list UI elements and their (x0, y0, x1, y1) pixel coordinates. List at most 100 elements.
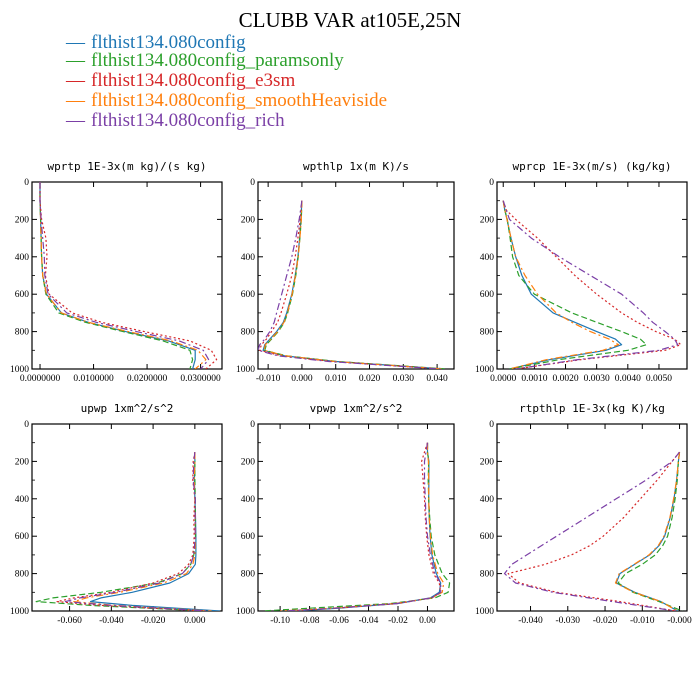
x-tick-label: -0.010 (630, 616, 655, 626)
legend-entry-1: — flthist134.080config (65, 32, 246, 53)
series-line-3 (287, 442, 442, 611)
series-group (502, 200, 682, 369)
series-line-3 (56, 451, 206, 611)
panel-title: rtpthlp 1E-3x(kg K)/kg (519, 402, 665, 415)
panel-4: upwp 1xm^2/s^2 0 200 400 600 800 1000 -0.060 -0.… (10, 402, 223, 626)
x-tick-label: 0.0100000 (73, 374, 114, 384)
series-line-1 (262, 200, 444, 369)
y-tick-label: 0 (489, 178, 494, 188)
y-tick-label: 400 (241, 495, 256, 505)
series-line-3 (502, 200, 682, 369)
y-tick-label: 0 (24, 178, 29, 188)
y-tick-label: 200 (241, 457, 256, 467)
series-group (39, 182, 218, 369)
y-tick-label: 1000 (10, 365, 29, 375)
legend-label: flthist134.080config_smoothHeaviside (91, 90, 387, 111)
panel-title: wprtp 1E-3x(m kg)/(s kg) (48, 160, 207, 173)
y-tick-label: 0 (250, 420, 255, 430)
y-tick-label: 200 (15, 215, 30, 225)
y-tick-label: 0 (489, 420, 494, 430)
x-tick-label: 0.0050 (646, 374, 672, 384)
panel-2: wpthlp 1x(m K)/s 0 200 400 600 800 1000-0.010 0… (236, 160, 455, 384)
panel-title: wpthlp 1x(m K)/s (303, 160, 409, 173)
series-group (503, 451, 683, 611)
series-line-3 (259, 200, 441, 369)
series-line-2 (35, 452, 206, 611)
x-tick-label: 0.000 (184, 616, 206, 626)
figure-title: CLUBB VAR at105E,25N (239, 8, 462, 32)
series-line-3 (39, 182, 218, 369)
y-tick-label: 0 (250, 178, 255, 188)
plot-frame (496, 423, 688, 612)
series-line-2 (502, 200, 648, 369)
legend-marker: — (65, 50, 86, 71)
x-tick-label: -0.040 (518, 616, 543, 626)
y-tick-label: 200 (480, 215, 495, 225)
y-tick-label: 200 (241, 215, 256, 225)
legend-entry-3: — flthist134.080config_e3sm (65, 70, 295, 91)
y-tick-label: 600 (480, 532, 495, 542)
y-tick-label: 800 (15, 570, 30, 580)
x-tick-label: 0.0200000 (127, 374, 168, 384)
x-tick-label: -0.020 (593, 616, 618, 626)
y-tick-label: 400 (480, 253, 495, 263)
y-tick-label: 1000 (475, 365, 494, 375)
series-line-2 (264, 200, 448, 369)
legend-label: flthist134.080config (91, 32, 246, 53)
x-tick-label: -0.04 (359, 616, 379, 626)
y-tick-label: 800 (15, 328, 30, 338)
y-tick-label: 800 (241, 570, 256, 580)
panel-title: wprcp 1E-3x(m/s) (kg/kg) (513, 160, 672, 173)
panels: wprtp 1E-3x(m kg)/(s kg) 0 200 400 600 800 100… (10, 160, 692, 626)
x-tick-label: 0.030 (393, 374, 415, 384)
y-tick-label: 400 (15, 495, 30, 505)
plot-frame (31, 423, 223, 612)
y-tick-label: 200 (15, 457, 30, 467)
legend-marker: — (65, 90, 86, 111)
series-line-4 (280, 442, 445, 611)
legend-marker: — (65, 32, 86, 53)
panel-6: rtpthlp 1E-3x(kg K)/kg 0 200 400 600 800 1000 -… (475, 402, 692, 626)
legend-label: flthist134.080config_e3sm (91, 70, 295, 91)
series-group (258, 200, 448, 369)
y-tick-label: 400 (15, 253, 30, 263)
y-tick-label: 600 (241, 290, 256, 300)
panel-3: wprcp 1E-3x(m/s) (kg/kg) 0 200 400 600 800 100… (475, 160, 688, 384)
x-tick-label: -0.000 (667, 616, 692, 626)
y-tick-label: 200 (480, 457, 495, 467)
y-tick-label: 0 (24, 420, 29, 430)
legend-label: flthist134.080config_rich (91, 110, 285, 131)
series-line-5 (502, 200, 679, 369)
x-tick-label: 0.0020 (552, 374, 578, 384)
series-group (35, 451, 220, 611)
legend-marker: — (65, 70, 86, 91)
y-tick-label: 600 (15, 532, 30, 542)
x-tick-label: -0.02 (388, 616, 408, 626)
series-line-5 (39, 182, 210, 369)
x-tick-label: 0.010 (325, 374, 347, 384)
y-tick-label: 400 (480, 495, 495, 505)
y-tick-label: 600 (15, 290, 30, 300)
legend-marker: — (65, 110, 86, 131)
x-tick-label: 0.0000 (490, 374, 516, 384)
x-tick-label: -0.030 (556, 616, 581, 626)
y-tick-label: 800 (480, 570, 495, 580)
y-tick-label: 800 (241, 328, 256, 338)
series-line-3 (507, 451, 680, 611)
series-line-4 (502, 200, 620, 369)
legend-label: flthist134.080config_paramsonly (91, 50, 344, 71)
series-line-4 (263, 200, 444, 369)
legend-entry-5: — flthist134.080config_rich (65, 110, 285, 131)
x-tick-label: 0.020 (359, 374, 381, 384)
x-tick-label: -0.040 (99, 616, 124, 626)
x-tick-label: -0.060 (57, 616, 82, 626)
y-tick-label: 600 (241, 532, 256, 542)
x-tick-label: -0.10 (270, 616, 290, 626)
y-tick-label: 1000 (236, 365, 255, 375)
series-line-5 (503, 451, 680, 611)
series-line-4 (614, 452, 681, 611)
series-line-1 (89, 452, 220, 611)
panel-1: wprtp 1E-3x(m kg)/(s kg) 0 200 400 600 800 100… (10, 160, 223, 384)
x-tick-label: 0.040 (426, 374, 448, 384)
